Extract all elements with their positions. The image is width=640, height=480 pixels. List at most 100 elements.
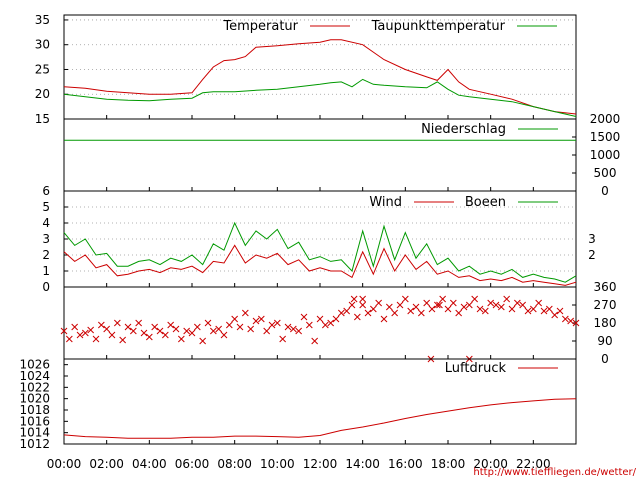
wind-direction-point (348, 301, 356, 309)
wind-direction-point (540, 307, 548, 315)
wind-direction-point (231, 315, 239, 323)
y-tick-label: 2 (42, 248, 50, 262)
wind-direction-point (145, 333, 153, 341)
wind-direction-point (545, 305, 553, 313)
wind-direction-point (204, 319, 212, 327)
y-tick-label: 3 (42, 232, 50, 246)
wind-direction-point (257, 315, 265, 323)
y-tick-label: 1026 (19, 358, 50, 372)
y2-tick-label: 2 (588, 248, 596, 262)
wind-direction-point (151, 323, 159, 331)
wind-direction-point (508, 305, 516, 313)
legend-label-luftdruck: Luftdruck (445, 361, 507, 376)
legend-label-temperatur: Temperatur (222, 19, 298, 34)
wind-direction-point (92, 335, 100, 343)
wind-direction-point (567, 317, 575, 325)
wind-direction-point (439, 295, 447, 303)
wind-direction-point (284, 323, 292, 331)
y-tick-label: 270 (594, 298, 617, 312)
wind-direction-point (519, 301, 527, 309)
wind-direction-point (353, 313, 361, 321)
wind-direction-point (183, 327, 191, 335)
wind-direction-point (375, 299, 383, 307)
wind-direction-point (76, 331, 84, 339)
series-line-luftdruck (63, 398, 577, 439)
wind-direction-point (487, 299, 495, 307)
y-tick-label: 25 (35, 62, 50, 76)
wind-direction-point (407, 307, 415, 315)
x-tick-label: 04:00 (132, 457, 167, 471)
wind-direction-point (369, 305, 377, 313)
wind-direction-point (81, 329, 89, 337)
wind-direction-point (380, 315, 388, 323)
wind-direction-point (113, 319, 121, 327)
y-tick-label: 1012 (19, 437, 50, 451)
y-tick-label: 6 (42, 184, 50, 198)
wind-direction-point (497, 303, 505, 311)
wind-direction-point (524, 307, 532, 315)
wind-direction-point (140, 329, 148, 337)
wind-direction-point (60, 327, 68, 335)
y-tick-label: 1500 (590, 130, 621, 144)
wind-direction-point (444, 305, 452, 313)
wind-direction-point (273, 319, 281, 327)
y-tick-label: 180 (594, 316, 617, 330)
y-tick-label: 15 (35, 112, 50, 126)
wind-direction-point (471, 295, 479, 303)
wind-direction-point (65, 335, 73, 343)
wind-direction-point (417, 309, 425, 317)
wind-direction-point (289, 325, 297, 333)
wind-direction-point (412, 303, 420, 311)
panel-frame (63, 286, 577, 360)
chart-panel-4: 0 90 180 270 360 (60, 280, 617, 366)
y-tick-label: 1014 (19, 426, 50, 440)
wind-direction-point (311, 337, 319, 345)
x-tick-label: 22:00 (516, 457, 551, 471)
y-tick-label: 500 (594, 166, 617, 180)
wind-direction-point (124, 323, 132, 331)
wind-direction-point (327, 319, 335, 327)
source-credit: http://www.tiefflie​gen.de/wetter/ (473, 467, 636, 478)
wind-direction-point (449, 299, 457, 307)
y2-tick-label: 3 (588, 232, 596, 246)
wind-direction-point (359, 301, 367, 309)
y-tick-label: 35 (35, 13, 50, 27)
wind-direction-point (97, 321, 105, 329)
wind-direction-point (279, 335, 287, 343)
wind-direction-point (236, 323, 244, 331)
wind-direction-point (172, 325, 180, 333)
wind-direction-point (177, 335, 185, 343)
series-line-boeen (63, 221, 577, 283)
y-tick-label: 1022 (19, 380, 50, 394)
wind-direction-point (108, 331, 116, 339)
legend-label-wind: Wind (369, 195, 402, 210)
series-line-taupunkttemperatur (63, 78, 577, 117)
wind-direction-point (423, 299, 431, 307)
y-tick-label: 0 (42, 280, 50, 294)
x-tick-label: 12:00 (303, 457, 338, 471)
wind-direction-point (71, 323, 79, 331)
legend-label-niederschlag: Niederschlag (421, 122, 506, 137)
wind-direction-point (252, 317, 260, 325)
wind-direction-point (220, 331, 228, 339)
wind-direction-point (129, 327, 137, 335)
x-tick-label: 20:00 (473, 457, 508, 471)
y-tick-label: 1016 (19, 414, 50, 428)
wind-direction-point (513, 299, 521, 307)
legend-label-taupunkttemperatur: Taupunkttemperatur (371, 19, 506, 34)
x-tick-label: 14:00 (345, 457, 380, 471)
wind-direction-point (433, 301, 441, 309)
chart-panel-2: 0 500 1000 1500 2000 Niederschlag (63, 112, 621, 198)
wind-direction-point (551, 311, 559, 319)
y-tick-label: 5 (42, 200, 50, 214)
y-tick-label: 0 (601, 352, 609, 366)
x-tick-label: 08:00 (217, 457, 252, 471)
wind-direction-point (391, 309, 399, 317)
wind-direction-point (199, 337, 207, 345)
wind-direction-point (263, 327, 271, 335)
wind-direction-point (465, 301, 473, 309)
series-line-temperatur (63, 39, 577, 115)
y-tick-label: 2000 (590, 112, 621, 126)
